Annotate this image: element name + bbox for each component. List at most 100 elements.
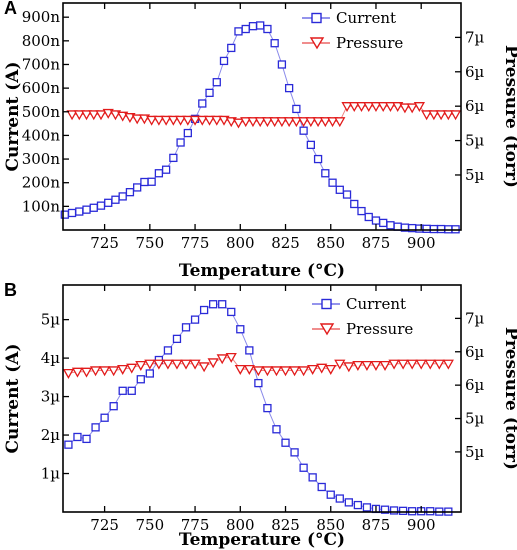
data-point-pressure bbox=[71, 367, 84, 378]
data-point-current bbox=[104, 198, 113, 207]
data-point-pressure bbox=[442, 110, 454, 121]
data-point-current bbox=[272, 425, 281, 434]
data-point-pressure bbox=[392, 102, 404, 113]
data-point-current bbox=[292, 104, 301, 114]
data-point-current bbox=[109, 402, 118, 411]
data-point-current bbox=[67, 208, 77, 218]
x-tick-label: 725 bbox=[90, 516, 119, 534]
x-tick-label: 850 bbox=[316, 516, 345, 534]
y-right-tick-label: 6µ bbox=[465, 343, 485, 361]
y-right-tick-label: 5µ bbox=[465, 132, 485, 150]
data-point-current bbox=[111, 195, 120, 204]
data-point-pressure bbox=[379, 360, 391, 371]
data-point-pressure bbox=[207, 358, 219, 369]
data-point-current bbox=[335, 185, 344, 194]
y-left-tick-label: 200n bbox=[22, 174, 61, 192]
data-point-pressure bbox=[174, 115, 187, 126]
data-point-current bbox=[227, 307, 236, 317]
x-tick-label: 850 bbox=[316, 234, 345, 252]
y-right-axis-label: Pressure (torr) bbox=[501, 45, 517, 188]
data-point-pressure bbox=[234, 364, 246, 375]
data-point-current bbox=[199, 305, 209, 315]
data-point-pressure bbox=[428, 110, 440, 121]
data-point-current bbox=[306, 140, 315, 150]
data-point-pressure bbox=[243, 364, 255, 375]
data-point-pressure bbox=[283, 117, 295, 128]
data-point-current bbox=[353, 500, 363, 510]
y-left-tick-label: 1µ bbox=[41, 465, 61, 483]
data-point-pressure bbox=[225, 352, 237, 363]
data-point-pressure bbox=[384, 102, 397, 113]
legend-label-pressure: Pressure bbox=[336, 34, 403, 52]
data-point-current bbox=[342, 190, 352, 199]
data-point-pressure bbox=[146, 115, 158, 126]
x-tick-label: 825 bbox=[271, 516, 300, 534]
data-point-current bbox=[64, 440, 73, 449]
data-point-pressure bbox=[415, 359, 427, 370]
data-point-pressure bbox=[279, 366, 292, 377]
data-point-current bbox=[371, 216, 381, 225]
data-point-current bbox=[317, 482, 326, 492]
data-point-pressure bbox=[370, 360, 382, 371]
data-point-current bbox=[422, 224, 431, 233]
data-point-pressure bbox=[189, 359, 201, 370]
data-point-current bbox=[236, 325, 245, 334]
data-point-current bbox=[436, 224, 446, 234]
data-point-current bbox=[284, 83, 294, 93]
data-point-pressure bbox=[171, 359, 183, 370]
data-point-current bbox=[429, 224, 439, 234]
data-point-pressure bbox=[433, 359, 445, 370]
data-point-current bbox=[91, 423, 100, 432]
x-axis-label: Temperature (°C) bbox=[179, 530, 345, 550]
data-point-pressure bbox=[66, 110, 78, 121]
data-point-current bbox=[386, 221, 395, 230]
data-point-pressure bbox=[126, 363, 138, 374]
plot-frame bbox=[62, 284, 462, 513]
data-point-pressure bbox=[325, 364, 337, 375]
data-point-current bbox=[118, 386, 127, 395]
data-point-current bbox=[344, 498, 353, 507]
data-point-pressure bbox=[211, 115, 223, 126]
data-point-current bbox=[172, 334, 182, 344]
data-point-current bbox=[82, 434, 91, 444]
y-left-tick-label: 800n bbox=[22, 32, 61, 50]
data-point-current bbox=[256, 21, 265, 30]
data-point-current bbox=[176, 138, 185, 147]
data-point-pressure bbox=[343, 362, 355, 373]
data-point-pressure bbox=[252, 366, 264, 377]
data-point-pressure bbox=[290, 117, 302, 128]
data-point-current bbox=[245, 346, 254, 355]
data-point-pressure bbox=[307, 364, 319, 375]
plot-frame bbox=[62, 2, 462, 231]
panel-b: B 725 750 775 800 825 850 875 900 1µ 2µ 3µ 4µ 5µ 5µ 5µ 6… bbox=[3, 280, 517, 550]
data-point-pressure bbox=[449, 110, 462, 121]
data-point-pressure bbox=[270, 366, 283, 377]
data-point-current bbox=[263, 24, 272, 34]
data-point-pressure bbox=[254, 117, 266, 128]
data-point-current bbox=[100, 413, 109, 422]
data-point-current bbox=[281, 438, 290, 447]
y-left-axis-label: Current (A) bbox=[3, 61, 23, 171]
data-point-pressure bbox=[334, 117, 346, 128]
data-point-pressure bbox=[131, 114, 143, 125]
data-point-current bbox=[183, 128, 192, 138]
data-point-current bbox=[248, 22, 258, 31]
data-point-pressure bbox=[421, 110, 433, 121]
data-point-current bbox=[277, 60, 287, 69]
data-point-pressure bbox=[406, 359, 418, 370]
y-left-tick-label: 900n bbox=[22, 8, 61, 26]
data-point-current bbox=[393, 222, 402, 231]
data-point-current bbox=[313, 154, 323, 164]
data-point-current bbox=[161, 165, 171, 174]
data-point-current bbox=[234, 27, 243, 36]
data-point-current bbox=[299, 126, 308, 135]
data-point-pressure bbox=[442, 359, 454, 370]
y-right-tick-label: 7µ bbox=[465, 28, 485, 46]
data-point-pressure bbox=[334, 359, 346, 370]
data-point-pressure bbox=[240, 117, 252, 128]
data-point-current bbox=[198, 99, 207, 108]
data-point-pressure bbox=[216, 354, 228, 365]
y-right-tick-label: 7µ bbox=[465, 309, 485, 327]
data-point-current bbox=[212, 78, 221, 87]
